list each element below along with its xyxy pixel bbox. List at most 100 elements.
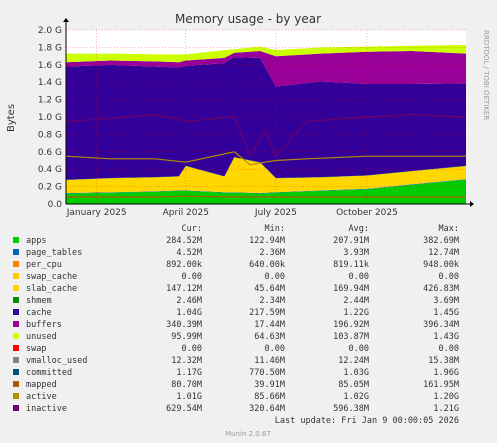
legend-max-apps: 382.69M — [423, 236, 459, 246]
legend-label-mapped: mapped — [26, 380, 57, 390]
legend-label-cache: cache — [26, 308, 52, 318]
area-slab-cache — [66, 157, 466, 193]
x-tick-label: January 2025 — [66, 208, 127, 218]
legend-max-shmem: 3.69M — [433, 296, 459, 306]
legend-min-page-tables: 2.36M — [259, 248, 285, 258]
legend-label-committed: committed — [26, 368, 72, 378]
y-tick-label: 0.0 — [48, 200, 63, 210]
legend-avg-apps: 207.91M — [333, 236, 369, 246]
legend-max-swap-cache: 0.00 — [439, 272, 459, 282]
legend-cur-swap-cache: 0.00 — [182, 272, 202, 282]
y-tick-label: 0.4 G — [38, 165, 62, 175]
legend-min-cache: 217.59M — [249, 308, 285, 318]
legend-max-slab-cache: 426.83M — [423, 284, 459, 294]
legend-cur-shmem: 2.46M — [176, 296, 202, 306]
y-tick-label: 1.6 G — [38, 61, 62, 71]
legend-max-cache: 1.45G — [433, 308, 459, 318]
y-tick-label: 0.2 G — [38, 183, 62, 193]
area-buffers — [66, 51, 466, 87]
legend-swatch-page-tables — [13, 249, 19, 255]
x-tick-label: April 2025 — [163, 208, 209, 218]
y-tick-label: 2.0 G — [38, 26, 62, 36]
legend-label-swap: swap — [26, 344, 46, 354]
line-inactive — [65, 113, 467, 158]
legend-max-page-tables: 12.74M — [428, 248, 459, 258]
legend-swatch-committed — [13, 369, 19, 375]
legend-cur-mapped: 80.70M — [171, 380, 202, 390]
legend-min-shmem: 2.34M — [259, 296, 285, 306]
area-cache — [66, 57, 466, 180]
munin-version: Munin 2.0.67 — [225, 430, 271, 438]
legend-max-mapped: 161.95M — [423, 380, 459, 390]
legend-swatch-inactive — [13, 405, 19, 411]
rrdtool-credit: RRDTOOL / TOBI OETIKER — [482, 30, 490, 120]
legend-label-page-tables: page_tables — [26, 248, 82, 258]
x-tick-label: October 2025 — [336, 208, 398, 218]
legend-swatch-mapped — [13, 381, 19, 387]
x-tick-label: July 2025 — [254, 208, 297, 218]
legend-swatch-apps — [13, 237, 19, 243]
y-axis-arrow — [63, 18, 69, 22]
legend-swatch-cache — [13, 309, 19, 315]
legend-min-apps: 122.94M — [249, 236, 285, 246]
area-unused — [66, 44, 466, 63]
legend-swatch-buffers — [13, 321, 19, 327]
y-tick-label: 0.8 G — [38, 130, 62, 140]
legend-avg-buffers: 196.92M — [333, 320, 369, 330]
legend-min-vmalloc-used: 11.46M — [254, 356, 285, 366]
line-active — [65, 151, 466, 166]
legend-avg-unused: 103.87M — [333, 332, 369, 342]
legend-header-avg: Avg: — [349, 224, 369, 234]
legend-swatch-swap — [13, 345, 19, 351]
legend-cur-apps: 284.52M — [166, 236, 202, 246]
line-mapped — [66, 195, 466, 198]
legend-min-swap-cache: 0.00 — [265, 272, 285, 282]
legend-min-inactive: 320.64M — [249, 404, 285, 414]
legend-cur-cache: 1.04G — [176, 308, 202, 318]
legend-swatch-active — [13, 393, 19, 399]
legend-max-buffers: 396.34M — [423, 320, 459, 330]
legend-max-unused: 1.43G — [433, 332, 459, 342]
legend-min-per-cpu: 640.00k — [249, 260, 285, 270]
legend-cur-swap: 0.00 — [182, 344, 202, 354]
legend-swatch-slab-cache — [13, 285, 19, 291]
legend-header-cur: Cur: — [182, 224, 202, 234]
legend-avg-mapped: 85.05M — [338, 380, 369, 390]
legend-label-inactive: inactive — [26, 404, 67, 414]
y-axis-label: Bytes — [6, 104, 17, 132]
legend-max-swap: 0.00 — [439, 344, 459, 354]
y-tick-label: 0.6 G — [38, 148, 62, 158]
legend-min-mapped: 39.91M — [254, 380, 285, 390]
legend-max-committed: 1.96G — [433, 368, 459, 378]
legend-cur-vmalloc-used: 12.32M — [171, 356, 202, 366]
legend-avg-vmalloc-used: 12.24M — [338, 356, 369, 366]
legend-max-inactive: 1.21G — [433, 404, 459, 414]
legend-cur-inactive: 629.54M — [166, 404, 202, 414]
legend-label-apps: apps — [26, 236, 46, 246]
legend-min-swap: 0.00 — [265, 344, 285, 354]
y-tick-label: 1.8 G — [38, 43, 62, 53]
legend-avg-slab-cache: 169.94M — [333, 284, 369, 294]
legend-min-unused: 64.63M — [254, 332, 285, 342]
legend-avg-active: 1.02G — [343, 392, 369, 402]
legend-label-vmalloc-used: vmalloc_used — [26, 356, 87, 366]
y-tick-label: 1.2 G — [38, 96, 62, 106]
chart-title: Memory usage - by year — [175, 12, 321, 26]
area-apps — [66, 179, 466, 204]
legend-max-per-cpu: 948.00k — [423, 260, 459, 270]
legend-header-min: Min: — [265, 224, 285, 234]
legend-max-active: 1.20G — [433, 392, 459, 402]
legend-label-buffers: buffers — [26, 320, 62, 330]
legend-avg-cache: 1.22G — [343, 308, 369, 318]
legend-max-vmalloc-used: 15.38M — [428, 356, 459, 366]
legend-swatch-per-cpu — [13, 261, 19, 267]
legend: Cur: Min: Avg: Max: apps 284.52M 122.94M 207.91… — [13, 224, 459, 414]
legend-header-max: Max: — [439, 224, 459, 234]
legend-cur-page-tables: 4.52M — [176, 248, 202, 258]
legend-swatch-shmem — [13, 297, 19, 303]
last-update: Last update: Fri Jan 9 00:00:05 2026 — [275, 416, 459, 426]
x-axis-arrow — [470, 201, 474, 207]
legend-cur-unused: 95.99M — [171, 332, 202, 342]
legend-cur-per-cpu: 892.00k — [166, 260, 202, 270]
legend-cur-committed: 1.17G — [176, 368, 202, 378]
